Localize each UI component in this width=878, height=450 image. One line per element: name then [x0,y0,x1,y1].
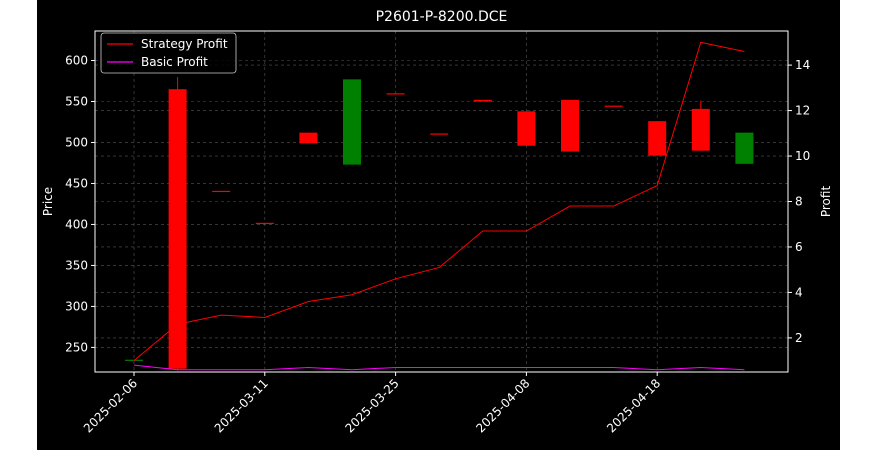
legend-box [100,32,237,74]
chart-figure: P2601-P-8200.DCE 250 300 350 400 450 500 550 60… [37,0,840,450]
x-tick-label: 2025-03-11 [212,376,271,435]
x-tick-label: 2025-02-06 [81,376,140,435]
y2-tick-label: 8 [795,195,803,209]
y2-tick-label: 6 [795,240,803,254]
candle-body [212,190,231,193]
y-axis-label: Price [41,187,55,216]
profit-lines [133,41,745,371]
candle-body [343,79,361,165]
candle-body [735,132,754,164]
y2-tick-label: 12 [795,104,810,118]
y-tick-label: 250 [65,340,88,354]
x-tick-label: 2025-04-08 [473,376,532,435]
candle-layer [125,76,754,371]
y-tick-label: 550 [65,94,88,108]
legend: Strategy Profit Basic Profit [100,32,237,74]
candle-body [430,133,449,135]
y-tick-label: 600 [65,54,88,68]
x-tick-label: 2025-03-25 [343,376,402,435]
legend-label-basic-profit: Basic Profit [141,55,208,69]
candle-body [473,99,492,102]
grid-layer [95,31,788,372]
candle-body [299,132,318,144]
y2-tick-label: 2 [795,331,803,345]
y2-axis-label: Profit [819,186,833,218]
candle-body [255,222,274,225]
y-tick-label: 300 [65,299,88,313]
legend-label-strategy-profit: Strategy Profit [141,37,228,51]
x-tick-label: 2025-04-18 [604,376,663,435]
y2-tick-label: 10 [795,149,810,163]
candle-body [691,108,710,151]
candle-body [517,111,536,146]
y2-tick-label: 4 [795,285,803,299]
candle-body [561,99,579,152]
candle-body [386,93,405,95]
y2-tick-label: 14 [795,58,810,72]
candle-body [648,121,667,156]
basic-profit-line [133,364,745,371]
y-tick-label: 350 [65,258,88,272]
strategy-profit-line [133,41,745,362]
candle-body [604,105,623,107]
y-tick-label: 400 [65,217,88,231]
y-tick-label: 500 [65,135,88,149]
candlestick-chart: P2601-P-8200.DCE 250 300 350 400 450 500 550 60… [41,9,833,435]
candle-body [168,89,187,369]
chart-title: P2601-P-8200.DCE [376,9,508,25]
y-tick-label: 450 [65,176,88,190]
